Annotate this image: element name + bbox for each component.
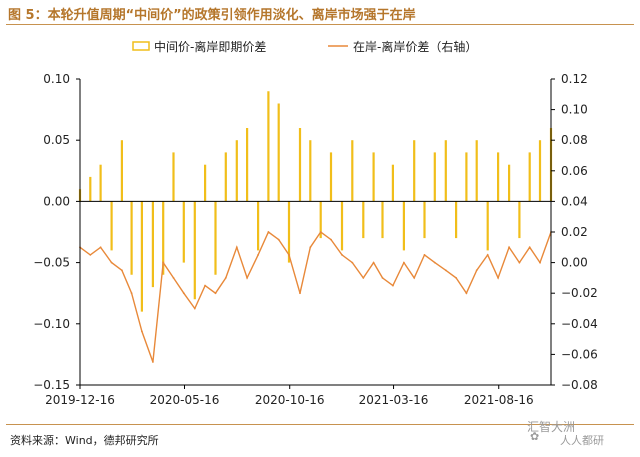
line-point-35 bbox=[444, 269, 447, 272]
line-point-1 bbox=[89, 254, 92, 256]
legend-label-spread-mid: 中间价-离岸即期价差 bbox=[154, 39, 266, 54]
line-point-40 bbox=[497, 277, 499, 279]
line-point-21 bbox=[299, 292, 301, 295]
line-point-25 bbox=[341, 254, 343, 256]
right-tick-label: 0.04 bbox=[561, 194, 588, 208]
line-point-41 bbox=[508, 246, 510, 249]
right-tick-label: −0.04 bbox=[561, 317, 598, 331]
right-tick-label: 0.00 bbox=[561, 256, 588, 270]
line-point-24 bbox=[330, 238, 332, 241]
footer-rule bbox=[6, 424, 634, 425]
line-point-38 bbox=[475, 269, 478, 272]
line-point-5 bbox=[130, 292, 133, 295]
watermark-text: 汇智大洲 bbox=[527, 420, 576, 434]
line-point-31 bbox=[403, 261, 405, 264]
right-tick-label: −0.06 bbox=[561, 347, 598, 361]
line-point-7 bbox=[152, 361, 154, 363]
line-point-22 bbox=[309, 246, 312, 249]
left-tick-label: −0.15 bbox=[33, 378, 70, 392]
line-point-11 bbox=[193, 307, 196, 310]
legend-swatch-spread-mid bbox=[132, 41, 150, 51]
axes: 0.10 0.05 0.00 −0.05 −0.10 −0.15 0.12 0.10 0.08 0… bbox=[33, 72, 598, 407]
line-point-2 bbox=[99, 246, 102, 249]
line-point-12 bbox=[204, 284, 207, 287]
x-tick-label: 2019-12-16 bbox=[45, 393, 115, 407]
right-tick-label: −0.08 bbox=[561, 378, 598, 392]
left-tick-label: 0.05 bbox=[43, 133, 70, 147]
bar-series bbox=[78, 91, 553, 312]
line-point-44 bbox=[539, 261, 541, 264]
line-point-14 bbox=[224, 277, 227, 279]
left-tick-label: −0.05 bbox=[33, 256, 70, 270]
chart-title: 图 5：本轮升值周期“中间价”的政策引领作用淡化、离岸市场强于在岸 bbox=[8, 8, 416, 23]
line-point-37 bbox=[465, 292, 468, 295]
line-point-19 bbox=[277, 238, 280, 241]
line-point-43 bbox=[528, 246, 531, 249]
x-tick-label: 2020-05-16 bbox=[150, 393, 220, 407]
line-point-4 bbox=[121, 269, 123, 272]
right-tick-label: 0.06 bbox=[561, 164, 588, 178]
line-point-23 bbox=[319, 231, 322, 233]
line-point-6 bbox=[141, 330, 143, 333]
line-point-34 bbox=[433, 261, 436, 264]
watermark-text-2: 人人都研 bbox=[560, 434, 604, 447]
right-tick-label: −0.02 bbox=[561, 286, 598, 300]
line-series bbox=[79, 230, 552, 363]
right-tick-label: 0.10 bbox=[561, 103, 588, 117]
line-point-42 bbox=[518, 261, 521, 264]
right-tick-label: 0.02 bbox=[561, 225, 588, 239]
x-tick-label: 2020-10-16 bbox=[255, 393, 325, 407]
line-point-13 bbox=[214, 292, 217, 295]
right-tick-label: 0.12 bbox=[561, 72, 588, 86]
line-point-30 bbox=[392, 284, 394, 287]
left-tick-label: 0.10 bbox=[43, 72, 70, 86]
line-point-26 bbox=[351, 261, 354, 264]
wechat-icon: ✿ bbox=[530, 430, 540, 443]
line-point-10 bbox=[182, 292, 185, 295]
line-point-17 bbox=[257, 254, 259, 256]
title-rule bbox=[6, 24, 634, 25]
source-note: 资料来源：Wind，德邦研究所 bbox=[10, 434, 159, 447]
line-point-33 bbox=[423, 254, 426, 256]
line-point-36 bbox=[455, 277, 457, 279]
onshore-offshore-spread-line bbox=[79, 230, 552, 363]
right-tick-label: 0.08 bbox=[561, 133, 588, 147]
chart-legend: 中间价-离岸即期价差 在岸-离岸价差（右轴） bbox=[132, 39, 477, 54]
line-point-29 bbox=[381, 277, 384, 279]
line-point-32 bbox=[413, 277, 416, 279]
line-point-39 bbox=[486, 254, 489, 256]
line-point-28 bbox=[372, 261, 375, 264]
x-tick-label: 2021-03-16 bbox=[359, 393, 429, 407]
line-point-18 bbox=[267, 231, 270, 233]
left-tick-label: 0.00 bbox=[43, 194, 70, 208]
legend-label-spread-onshore: 在岸-离岸价差（右轴） bbox=[353, 39, 477, 54]
line-point-20 bbox=[288, 254, 290, 256]
left-tick-label: −0.10 bbox=[33, 317, 70, 331]
line-point-16 bbox=[246, 277, 249, 279]
line-point-15 bbox=[235, 246, 238, 249]
x-tick-label: 2021-08-16 bbox=[464, 393, 534, 407]
line-point-3 bbox=[110, 261, 113, 264]
line-point-27 bbox=[362, 277, 365, 279]
line-point-9 bbox=[172, 277, 175, 279]
line-point-8 bbox=[162, 261, 165, 264]
